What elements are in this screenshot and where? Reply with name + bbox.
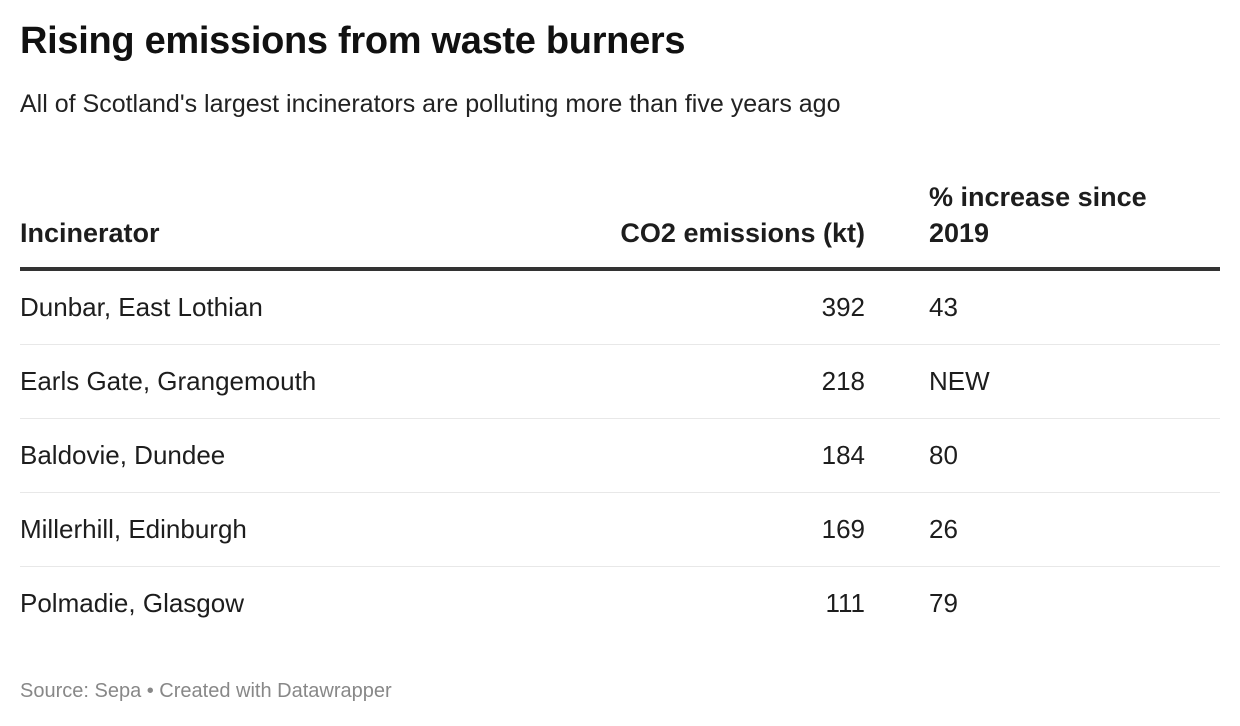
table-row: Dunbar, East Lothian 392 43	[20, 271, 1220, 345]
cell-pct-increase: 43	[929, 292, 958, 322]
cell-co2: 111	[825, 588, 865, 618]
table-row: Earls Gate, Grangemouth 218 NEW	[20, 345, 1220, 419]
column-header-co2[interactable]: CO2 emissions (kt)	[620, 218, 865, 248]
source-footer: Source: Sepa • Created with Datawrapper	[20, 680, 392, 702]
cell-co2: 218	[821, 366, 865, 396]
cell-co2: 184	[821, 440, 865, 470]
cell-co2: 169	[821, 514, 865, 544]
table-header: Incinerator CO2 emissions (kt) % increas…	[20, 175, 1220, 271]
table-row: Polmadie, Glasgow 111 79	[20, 567, 1220, 640]
cell-incinerator: Millerhill, Edinburgh	[20, 514, 247, 544]
cell-incinerator: Baldovie, Dundee	[20, 440, 226, 470]
cell-incinerator: Polmadie, Glasgow	[20, 588, 244, 618]
cell-incinerator: Earls Gate, Grangemouth	[20, 366, 317, 396]
data-table: Incinerator CO2 emissions (kt) % increas…	[20, 175, 1220, 640]
column-header-pct-increase[interactable]: % increase since 2019	[929, 182, 1147, 248]
table-row: Millerhill, Edinburgh 169 26	[20, 493, 1220, 567]
chart-subtitle: All of Scotland's largest incinerators a…	[20, 90, 841, 118]
cell-incinerator: Dunbar, East Lothian	[20, 292, 263, 322]
cell-pct-increase: 26	[929, 514, 958, 544]
chart-title: Rising emissions from waste burners	[20, 20, 686, 62]
column-header-incinerator[interactable]: Incinerator	[20, 218, 160, 248]
table-row: Baldovie, Dundee 184 80	[20, 419, 1220, 493]
cell-pct-increase: 80	[929, 440, 958, 470]
cell-pct-increase: NEW	[929, 366, 990, 396]
cell-co2: 392	[821, 292, 865, 322]
cell-pct-increase: 79	[929, 588, 958, 618]
